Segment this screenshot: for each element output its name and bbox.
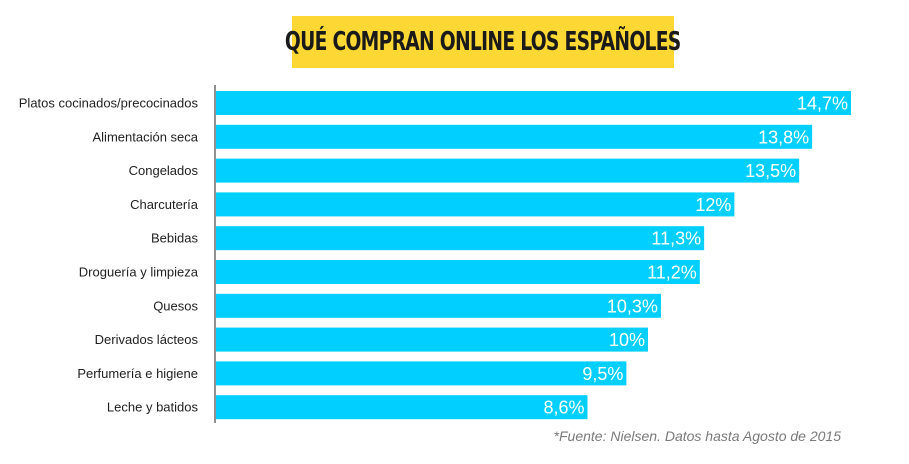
bar <box>216 158 800 183</box>
category-label: Charcutería <box>130 197 199 212</box>
bar <box>216 91 851 115</box>
category-label: Quesos <box>153 298 198 313</box>
value-label: 8,6% <box>543 398 584 418</box>
value-label: 13,5% <box>745 161 796 181</box>
value-label: 11,3% <box>651 229 701 249</box>
category-label: Droguería y limpieza <box>79 265 199 280</box>
value-label: 12% <box>695 195 731 215</box>
bar <box>216 260 700 284</box>
category-label: Derivados lácteos <box>95 332 199 347</box>
bar <box>216 361 627 386</box>
bar <box>216 293 661 318</box>
source-note: *Fuente: Nielsen. Datos hasta Agosto de … <box>553 428 841 444</box>
category-label: Congelados <box>129 163 199 178</box>
category-label: Leche y batidos <box>107 400 199 415</box>
bar <box>216 124 813 149</box>
bar <box>216 327 648 352</box>
category-label: Bebidas <box>151 231 198 246</box>
value-label: 13,8% <box>758 127 809 147</box>
value-label: 10% <box>609 330 645 350</box>
bar <box>216 192 735 217</box>
category-label: Platos cocinados/precocinados <box>19 96 199 111</box>
value-label: 9,5% <box>582 364 623 384</box>
value-label: 11,2% <box>647 263 697 283</box>
value-label: 10,3% <box>607 296 658 316</box>
category-label: Perfumería e higiene <box>77 366 198 381</box>
category-label: Alimentación seca <box>93 129 199 144</box>
bar <box>216 395 588 420</box>
chart-title-box: QUÉ COMPRAN ONLINE LOS ESPAÑOLES <box>285 16 682 68</box>
chart-title: QUÉ COMPRAN ONLINE LOS ESPAÑOLES <box>285 27 681 57</box>
value-label: 14,7% <box>797 94 848 114</box>
bar <box>216 226 705 251</box>
